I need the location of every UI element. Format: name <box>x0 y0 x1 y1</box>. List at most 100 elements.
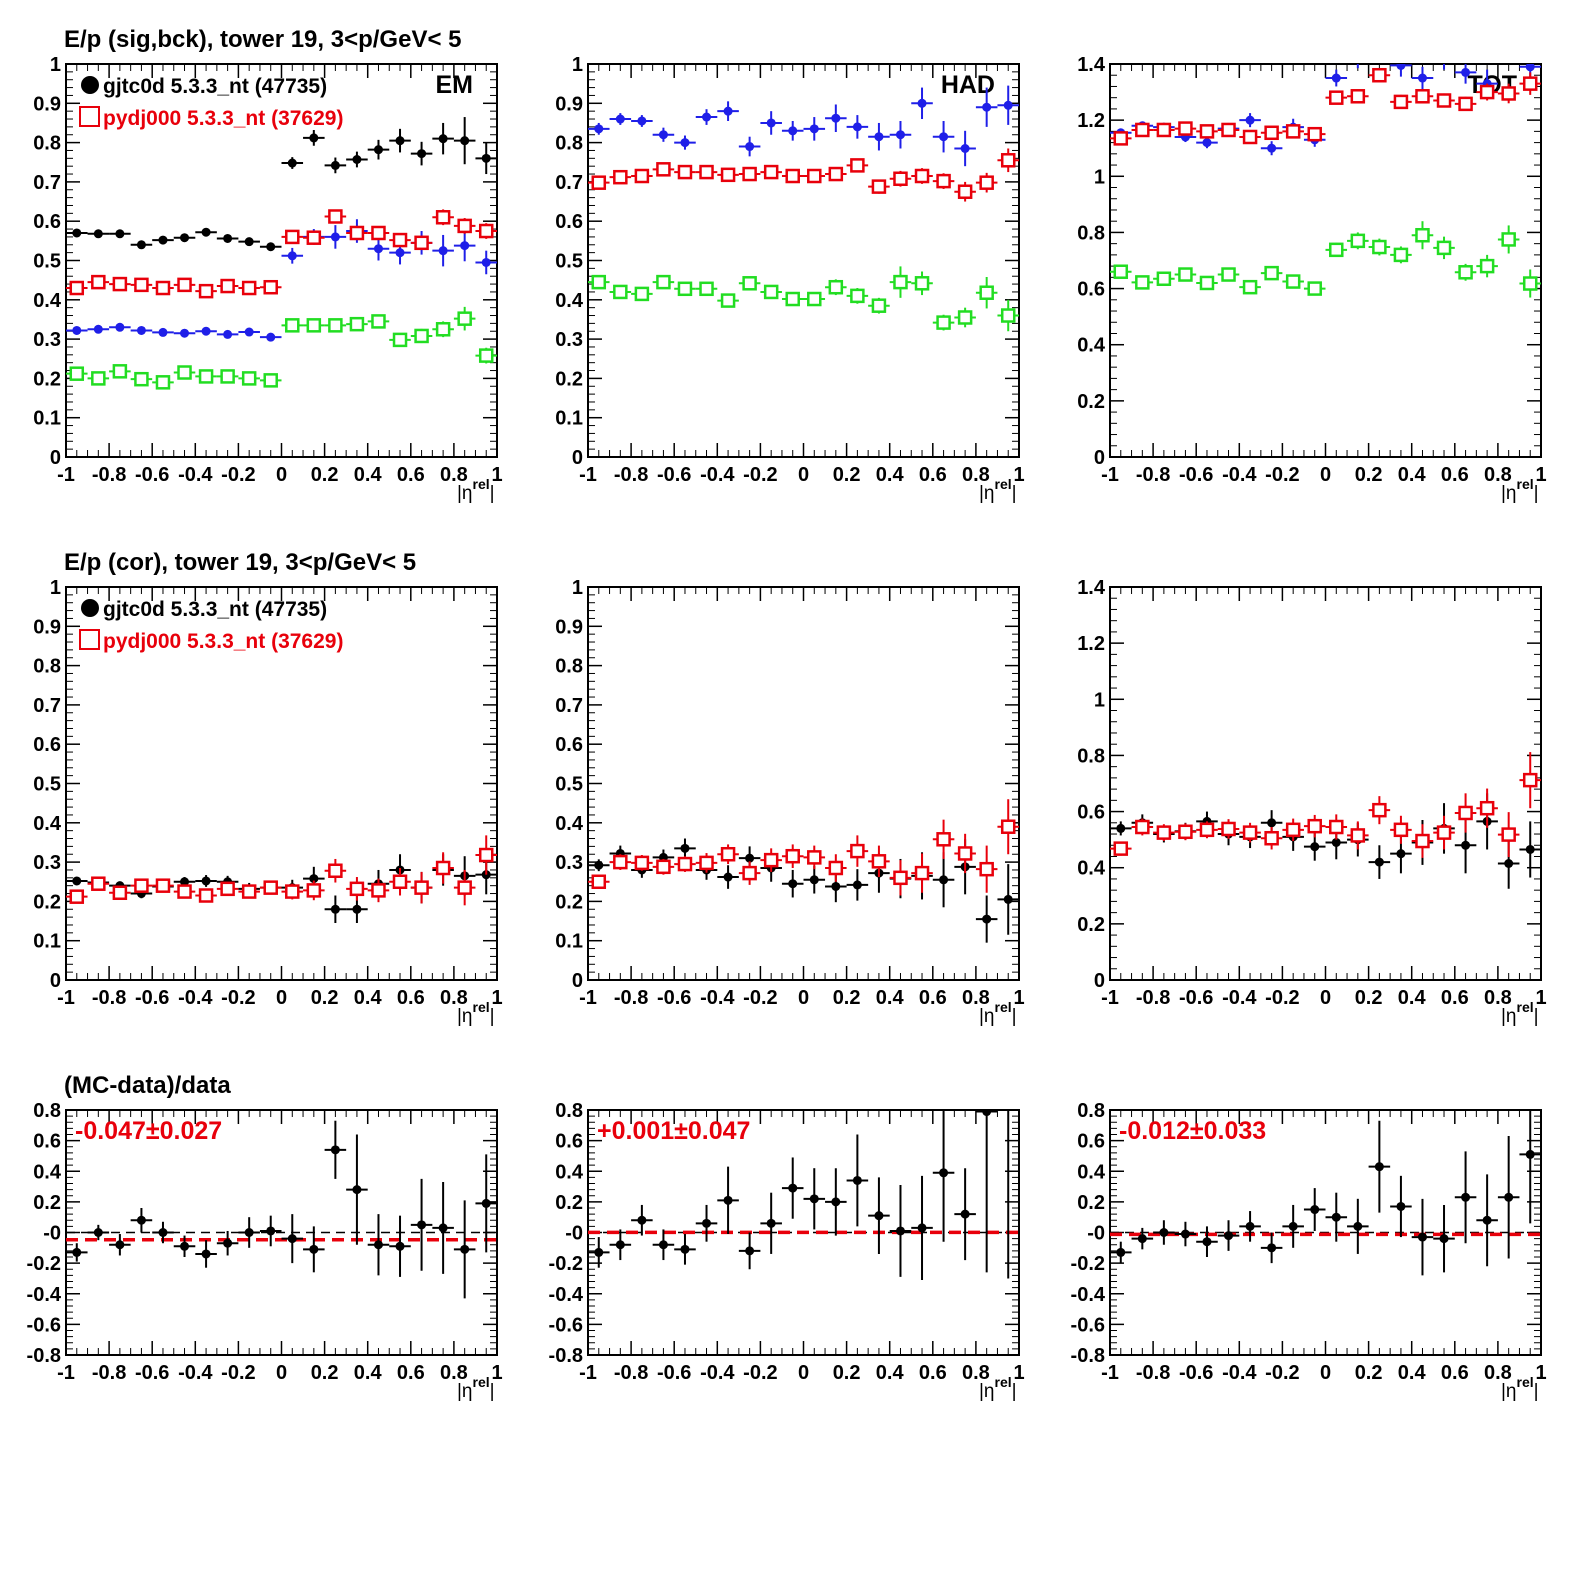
data-point <box>134 277 149 293</box>
data-point <box>1350 828 1366 843</box>
y-tick-label: 0.8 <box>33 133 61 155</box>
data-point <box>809 124 819 134</box>
data-point <box>1307 818 1322 834</box>
data-point <box>481 1198 491 1208</box>
data-point <box>1242 279 1258 295</box>
data-point <box>763 852 779 868</box>
data-point <box>1178 267 1193 282</box>
data-point <box>395 248 405 258</box>
data-point <box>1156 122 1172 138</box>
data-points <box>1110 1110 1541 1276</box>
data-point <box>895 1226 905 1236</box>
y-tick-label: 0.6 <box>555 1131 583 1153</box>
series-3 <box>66 306 497 390</box>
y-tick-label: 0.9 <box>33 93 61 115</box>
data-point <box>1436 825 1452 840</box>
data-point <box>677 281 693 297</box>
x-tick-label: 0.4 <box>354 464 383 486</box>
data-point <box>807 850 822 865</box>
x-tick-label: -0.2 <box>743 1362 777 1384</box>
y-tick-label: 0.9 <box>555 616 583 638</box>
x-tick-label: 0.8 <box>1484 464 1512 486</box>
x-axis-label: |ηrel| <box>1501 999 1539 1027</box>
data-point <box>1461 1192 1471 1202</box>
data-point <box>656 859 671 875</box>
data-point <box>91 274 106 290</box>
y-tick-label: -0.4 <box>27 1284 62 1306</box>
data-points <box>66 117 497 390</box>
y-tick-label: -0 <box>43 1223 61 1245</box>
data-point <box>871 298 887 313</box>
data-point <box>373 244 383 254</box>
x-tick-label: 0 <box>1320 987 1331 1009</box>
data-point <box>1374 1162 1384 1172</box>
data-point <box>591 175 607 190</box>
x-tick-label: 0.4 <box>1398 987 1427 1009</box>
data-point <box>831 881 841 891</box>
y-tick-label: -0 <box>1087 1223 1105 1245</box>
x-tick-label: 0.2 <box>1355 1362 1383 1384</box>
data-point <box>828 166 844 182</box>
y-tick-label: 0.2 <box>33 368 61 390</box>
data-point <box>223 233 233 243</box>
data-point <box>201 876 211 886</box>
x-axis-label: |ηrel| <box>979 1374 1017 1402</box>
x-tick-label: -0.6 <box>1179 464 1213 486</box>
x-tick-label: 0 <box>276 1362 287 1384</box>
data-point <box>1003 100 1013 110</box>
data-point <box>328 863 343 878</box>
data-point <box>309 133 319 143</box>
data-point <box>198 888 214 903</box>
data-point <box>594 124 604 134</box>
data-point <box>158 327 168 337</box>
data-point <box>1482 1215 1492 1225</box>
data-point <box>1440 54 1449 63</box>
data-point <box>1178 824 1193 840</box>
data-point <box>936 315 951 330</box>
y-tick-label: 0.4 <box>1077 335 1106 357</box>
legend-label: gjtc0d 5.3.3_nt (47735) <box>103 75 327 98</box>
data-point <box>831 113 841 123</box>
data-point <box>69 889 85 904</box>
x-tick-label: 0.6 <box>397 1362 425 1384</box>
data-point <box>591 274 607 290</box>
data-point <box>395 1241 405 1251</box>
y-tick-label: -0.6 <box>27 1314 61 1336</box>
data-point <box>982 102 992 112</box>
data-point <box>1307 126 1322 142</box>
data-point <box>1264 125 1279 141</box>
data-point <box>1439 1234 1449 1244</box>
legend-label: pydj000 5.3.3_nt (37629) <box>103 630 343 653</box>
data-point <box>1267 818 1277 828</box>
y-tick-label: 0.5 <box>33 251 61 273</box>
data-point <box>1353 1221 1363 1231</box>
data-point <box>1242 825 1258 840</box>
data-point <box>591 874 607 889</box>
data-point <box>435 860 451 876</box>
data-point <box>244 1228 254 1237</box>
x-tick-label: 0 <box>798 1362 809 1384</box>
data-point <box>371 314 386 329</box>
data-point <box>1522 772 1538 788</box>
data-point <box>1501 232 1516 247</box>
x-tick-label: 0.8 <box>962 464 990 486</box>
data-point <box>1417 73 1427 83</box>
data-point <box>1285 822 1301 838</box>
data-point <box>352 154 362 164</box>
data-point <box>785 168 800 184</box>
y-tick-label: 0 <box>1094 447 1105 469</box>
x-tick-label: 0.6 <box>397 987 425 1009</box>
data-point <box>435 210 451 225</box>
data-point <box>1458 805 1473 821</box>
data-point <box>1000 819 1016 834</box>
data-point <box>478 223 494 239</box>
fit-annotation: -0.047±0.027 <box>75 1117 222 1145</box>
y-tick-label: 0.7 <box>33 172 61 194</box>
data-point <box>1159 1228 1169 1237</box>
data-point <box>895 130 905 140</box>
data-point <box>720 167 736 183</box>
data-point <box>69 280 85 296</box>
x-tick-label: 0.6 <box>919 464 947 486</box>
data-point <box>115 229 125 239</box>
data-point <box>1522 276 1538 291</box>
